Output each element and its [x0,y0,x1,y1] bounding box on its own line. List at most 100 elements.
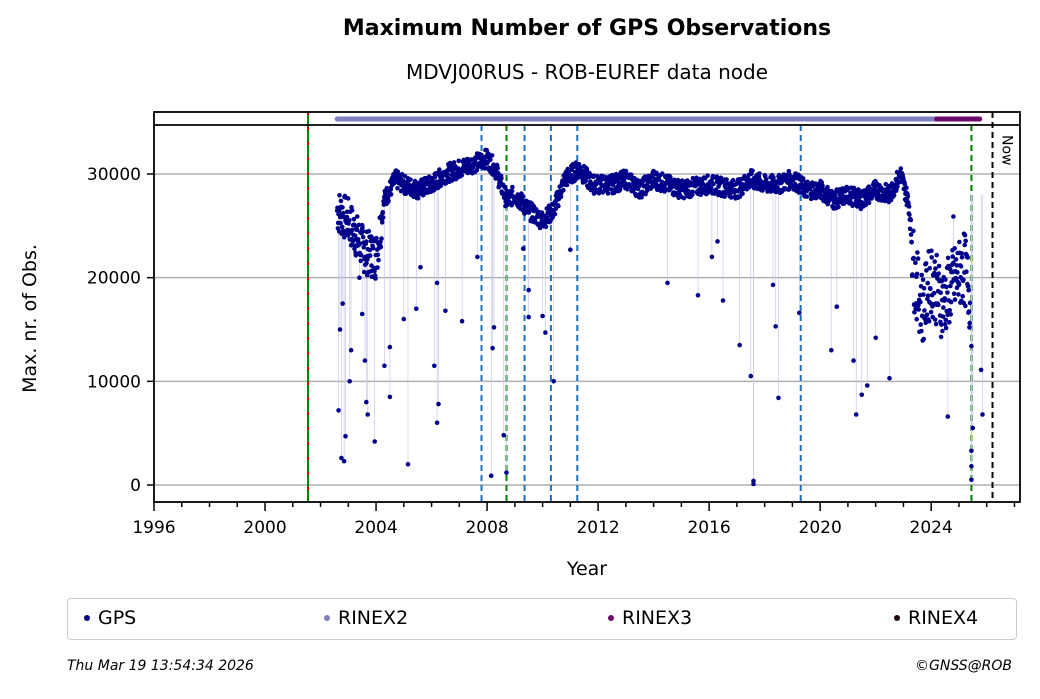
data-point [943,325,949,331]
data-point [737,342,742,348]
data-point [372,439,378,444]
data-point [375,265,380,270]
data-point [905,193,911,199]
data-point [387,344,393,350]
data-point [623,168,629,174]
legend-marker-gps [84,615,90,621]
data-point [924,268,929,273]
data-point [556,203,561,209]
data-point [967,320,972,326]
data-point [966,287,971,293]
data-point [361,244,367,250]
data-point [352,246,357,252]
data-point [376,257,381,263]
legend-marker-rinex3 [608,615,614,621]
data-point [499,176,504,181]
data-point [488,473,494,479]
data-point [351,216,357,222]
series-connector-lines [338,162,983,484]
now-label: Now [999,135,1015,166]
data-point [543,224,549,229]
data-point [851,358,856,363]
data-point [345,196,351,201]
data-point [908,217,914,223]
data-point [913,260,918,266]
legend-marker-rinex2 [324,615,330,621]
data-point [873,335,878,341]
legend-item-rinex3: RINEX3 [608,607,692,629]
data-point [932,259,937,264]
data-point [962,242,967,248]
data-point [509,188,515,194]
data-point [956,292,961,297]
data-point [551,379,556,384]
data-point [408,177,413,182]
data-point [382,363,387,369]
data-point [552,211,558,217]
data-point [358,258,364,264]
data-point [967,300,973,306]
data-point [921,292,926,297]
grid-lines [154,173,1020,486]
data-point [961,277,966,283]
data-point [910,273,915,278]
data-point [904,185,909,190]
data-point [739,176,744,182]
data-point [695,293,701,298]
data-point [629,172,634,177]
data-point [358,252,364,258]
data-point [825,184,830,190]
y-tick-label: 0 [130,476,141,496]
x-tick-label: 2004 [354,518,397,538]
data-point [919,272,924,278]
data-point [965,283,971,289]
data-point [668,174,673,180]
data-point [963,303,968,309]
data-point [932,270,937,276]
data-point [942,321,948,327]
data-point [690,189,695,195]
data-point [418,265,423,270]
x-tick-label: 2016 [687,518,730,538]
data-point [491,162,497,167]
data-point [958,264,964,269]
data-point [773,324,778,329]
data-point [921,336,926,342]
data-point [370,246,376,251]
data-point [939,279,944,284]
data-point [715,239,720,244]
data-point [482,166,488,171]
data-point [951,291,957,297]
data-point [348,242,354,248]
data-point [800,176,806,181]
data-point [953,257,959,262]
data-point [354,214,360,219]
data-point [911,255,916,261]
data-point [378,244,384,250]
data-point [915,256,921,261]
data-point [938,334,944,340]
data-point [933,266,938,271]
data-point [363,239,369,244]
data-point [388,192,394,197]
data-point [959,251,964,256]
data-point [770,282,776,288]
data-point [720,298,726,303]
data-point [730,178,736,183]
y-axis-ticks: 0 10000 20000 30000 [87,165,154,496]
data-point [909,240,914,245]
data-point [914,271,920,277]
data-point [437,170,443,175]
legend-label: RINEX4 [908,607,979,629]
data-point [490,345,495,351]
data-point [943,277,948,282]
data-point [337,327,343,332]
x-tick-label: 1996 [132,518,175,538]
data-point [928,309,934,315]
data-point [966,309,972,314]
data-point [897,179,903,185]
x-tick-label: 2008 [465,518,508,538]
data-point [804,194,810,199]
data-point [916,307,921,312]
data-point [353,253,359,258]
